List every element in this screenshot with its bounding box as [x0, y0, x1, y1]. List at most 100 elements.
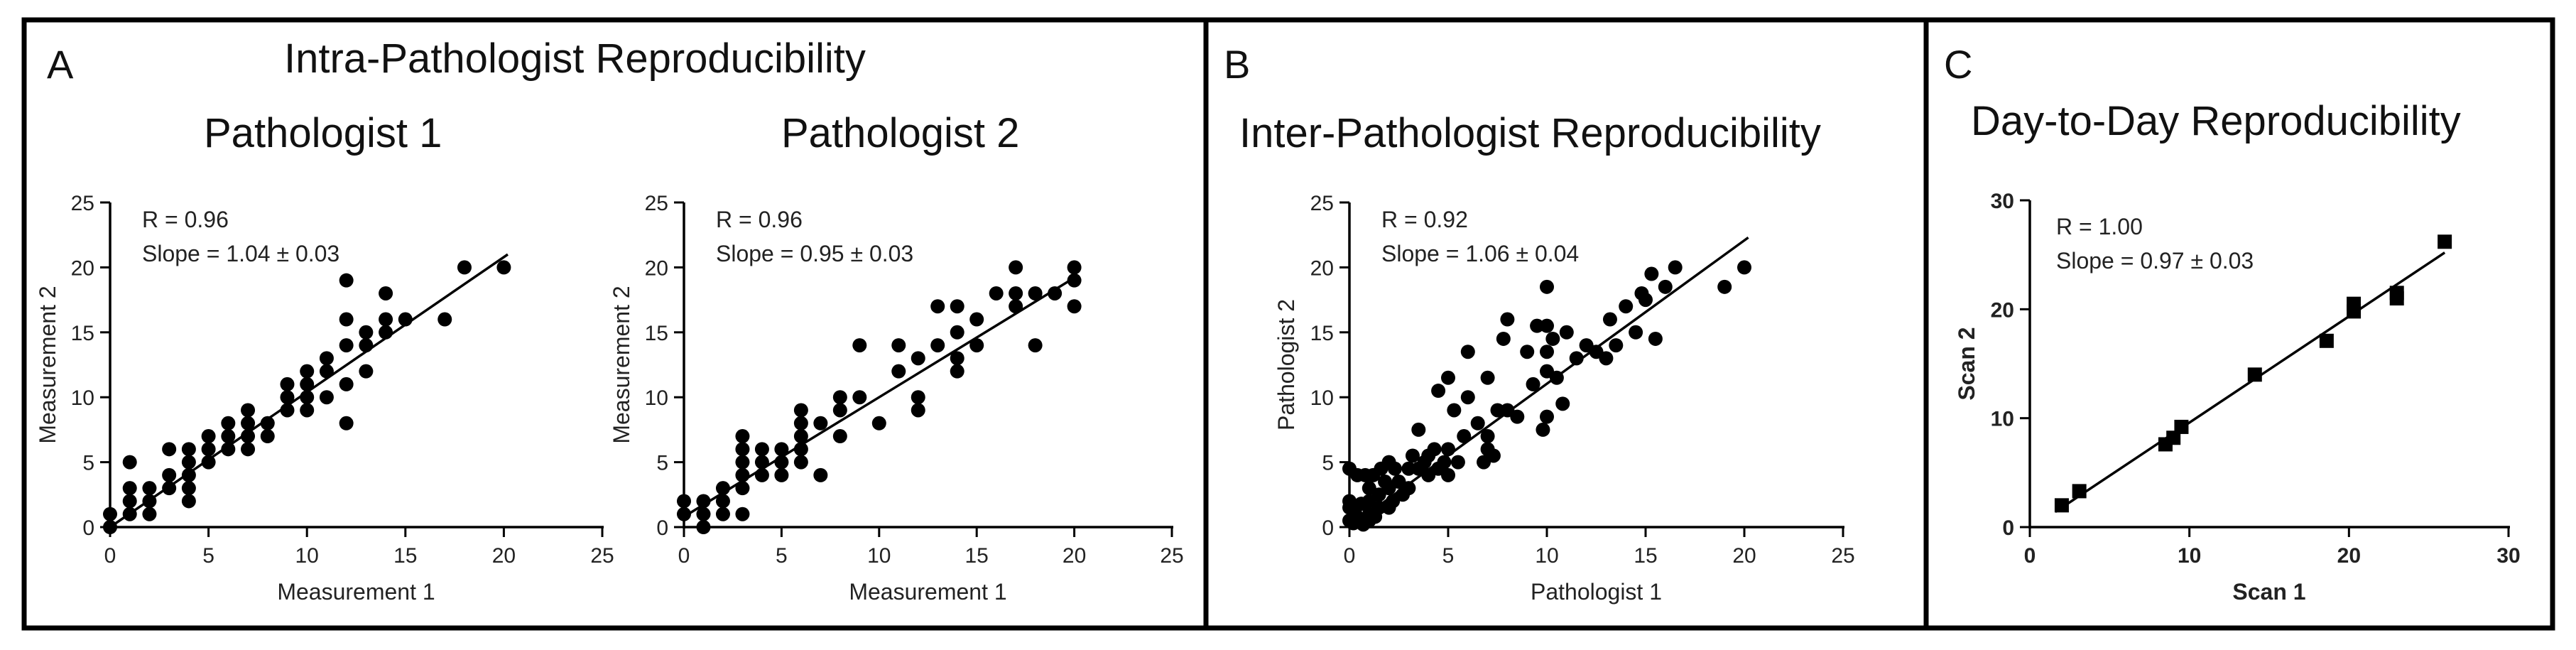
- y-tick-label: 15: [1310, 322, 1334, 345]
- data-point: [735, 455, 750, 470]
- data-point: [969, 338, 984, 353]
- data-point: [1668, 260, 1683, 275]
- slope-annotation: Slope = 0.97 ± 0.03: [2056, 248, 2254, 273]
- y-tick-label: 5: [82, 452, 94, 475]
- data-point: [696, 494, 711, 509]
- data-point: [280, 377, 295, 391]
- data-point: [280, 390, 295, 405]
- y-tick-label: 30: [1991, 190, 2014, 213]
- data-point: [832, 403, 847, 418]
- data-point: [1555, 396, 1570, 411]
- data-point: [300, 403, 315, 418]
- y-tick-label: 10: [71, 386, 94, 410]
- data-point: [1609, 338, 1624, 353]
- panel-a-subtitle-1: Pathologist 1: [204, 110, 442, 156]
- data-point: [181, 455, 196, 470]
- data-point: [1457, 429, 1472, 444]
- data-point: [1549, 370, 1564, 385]
- data-point: [2247, 367, 2262, 382]
- data-point: [162, 442, 177, 457]
- y-tick-label: 10: [645, 386, 668, 410]
- data-point: [1009, 286, 1023, 300]
- y-tick-label: 25: [645, 192, 668, 215]
- data-point: [181, 481, 196, 496]
- data-point: [1480, 429, 1495, 444]
- data-point: [1536, 422, 1550, 437]
- x-axis-title: Scan 1: [2232, 579, 2305, 605]
- slope-annotation: Slope = 0.95 ± 0.03: [716, 241, 913, 266]
- data-point: [1559, 325, 1574, 340]
- data-point: [1648, 331, 1663, 346]
- data-point: [1450, 455, 1465, 470]
- x-tick-label: 0: [1344, 544, 1356, 568]
- data-point: [1067, 299, 1082, 314]
- y-tick-label: 5: [656, 452, 668, 475]
- x-tick-label: 15: [1634, 544, 1657, 568]
- data-point: [181, 467, 196, 482]
- data-point: [989, 286, 1004, 300]
- r-value-annotation: R = 0.96: [716, 207, 803, 232]
- data-point: [950, 364, 964, 379]
- data-point: [1540, 345, 1554, 359]
- data-point: [1009, 299, 1023, 314]
- x-tick-label: 5: [202, 544, 214, 568]
- plot-day-to-day: 0 10 20 30 0 10 20 30 Scan 1 Scan 2 R = 1.00 Slope …: [1954, 190, 2521, 605]
- y-tick-label: 20: [1991, 298, 2014, 322]
- r-value-annotation: R = 0.92: [1381, 207, 1468, 232]
- data-point: [754, 442, 769, 457]
- data-point: [715, 481, 730, 496]
- y-tick-label: 0: [1322, 516, 1334, 540]
- data-point: [241, 416, 256, 430]
- data-point: [1441, 442, 1455, 457]
- data-point: [2166, 430, 2181, 445]
- data-point: [122, 481, 137, 496]
- data-point: [1009, 260, 1023, 275]
- data-point: [103, 507, 117, 521]
- panel-b-letter: B: [1224, 42, 1250, 87]
- panel-a-letter: A: [47, 42, 74, 87]
- data-point: [1480, 370, 1495, 385]
- data-point: [754, 455, 769, 470]
- data-point: [813, 416, 828, 430]
- data-point: [1405, 448, 1420, 463]
- x-tick-label: 10: [295, 544, 319, 568]
- data-point: [339, 338, 354, 353]
- data-point: [813, 467, 828, 482]
- data-point: [1470, 416, 1485, 430]
- data-point: [1387, 461, 1402, 476]
- data-point: [911, 351, 925, 366]
- data-point: [715, 507, 730, 521]
- data-point: [122, 494, 137, 509]
- data-point: [1602, 312, 1617, 327]
- data-point: [2054, 498, 2069, 513]
- slope-annotation: Slope = 1.04 ± 0.03: [142, 241, 339, 266]
- data-point: [1638, 293, 1653, 308]
- x-tick-label: 5: [1442, 544, 1455, 568]
- data-point: [832, 429, 847, 444]
- x-tick-label: 30: [2496, 544, 2520, 568]
- data-point: [1658, 279, 1673, 294]
- data-point: [1441, 370, 1455, 385]
- data-point: [911, 390, 925, 405]
- y-tick-label: 10: [1991, 408, 2014, 431]
- data-point: [181, 494, 196, 509]
- data-point: [1510, 409, 1525, 424]
- data-point: [241, 442, 256, 457]
- data-point: [930, 299, 945, 314]
- data-point: [1599, 351, 1614, 366]
- panel-c-letter: C: [1944, 42, 1972, 87]
- data-point: [969, 312, 984, 327]
- data-point: [142, 494, 157, 509]
- data-point: [457, 260, 472, 275]
- x-tick-label: 0: [104, 544, 116, 568]
- data-point: [142, 507, 157, 521]
- data-point: [359, 338, 374, 353]
- data-point: [1540, 279, 1554, 294]
- data-point: [201, 455, 216, 470]
- data-point: [793, 455, 808, 470]
- data-point: [1411, 422, 1426, 437]
- data-point: [201, 429, 216, 444]
- r-value-annotation: R = 0.96: [142, 207, 229, 232]
- data-point: [852, 338, 867, 353]
- x-tick-label: 20: [2337, 544, 2361, 568]
